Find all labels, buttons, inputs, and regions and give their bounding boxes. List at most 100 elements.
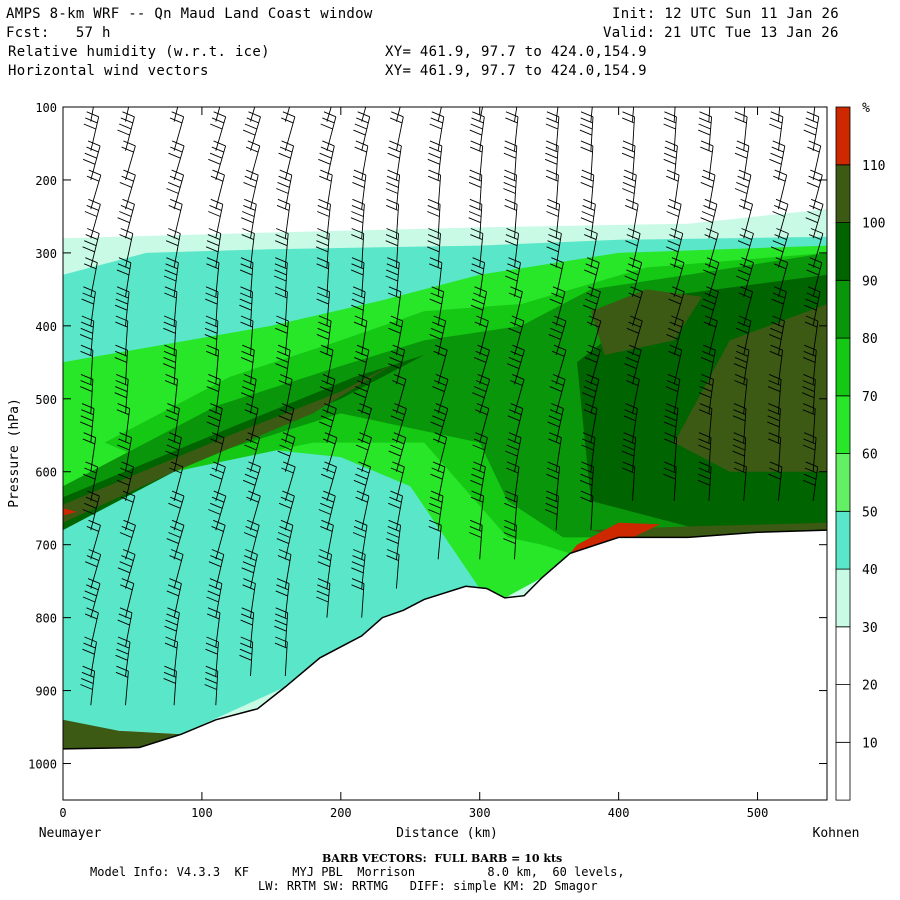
wind-barb	[239, 636, 254, 677]
wind-barb	[277, 432, 296, 472]
wind-barbs	[79, 107, 824, 706]
wind-barb	[508, 286, 523, 326]
y-tick-label: 500	[35, 393, 57, 407]
wind-barb	[353, 461, 372, 502]
wind-barb	[117, 198, 135, 239]
wind-barb	[503, 140, 518, 180]
wind-barb	[392, 373, 407, 414]
wind-barb	[208, 490, 227, 531]
wind-barb	[351, 578, 365, 618]
wind-barb	[117, 607, 133, 647]
wind-barb	[803, 111, 820, 151]
wind-barb	[205, 228, 222, 268]
y-tick-label: 200	[35, 174, 57, 188]
header-forecast-hour: Fcst: 57 h	[6, 25, 111, 41]
wind-barb	[116, 257, 132, 297]
wind-barb	[468, 169, 483, 210]
wind-barb	[350, 198, 365, 239]
wind-barb	[243, 519, 260, 560]
wind-barb	[84, 198, 101, 239]
wind-barb	[169, 111, 185, 151]
wind-barb	[206, 578, 223, 618]
wind-barb	[552, 344, 567, 385]
wind-barb	[82, 490, 100, 531]
wind-barb	[274, 257, 288, 297]
wind-barb	[210, 111, 227, 151]
wind-barb	[510, 373, 525, 414]
wind-barb	[80, 403, 95, 443]
wind-barb	[472, 373, 491, 414]
wind-barb	[388, 490, 403, 531]
wind-barb	[803, 461, 819, 501]
colorbar-segment	[835, 453, 851, 512]
colorbar-segment	[835, 395, 851, 454]
wind-barb	[386, 549, 400, 589]
wind-barb	[211, 519, 226, 560]
y-tick-label: 400	[35, 320, 57, 334]
wind-barb	[388, 432, 407, 472]
wind-barb	[240, 607, 255, 647]
colorbar-tick-label: 20	[862, 679, 878, 694]
wind-barb	[584, 344, 601, 385]
wind-barb	[243, 169, 259, 210]
x-tick-label: 200	[330, 806, 352, 820]
wind-barb	[432, 432, 448, 472]
terrain-ground	[63, 530, 827, 800]
wind-barb	[242, 461, 261, 502]
wind-barb	[668, 344, 683, 385]
wind-barb	[624, 344, 642, 385]
wind-barb	[165, 432, 182, 472]
wind-barb	[82, 140, 101, 181]
wind-barb	[666, 198, 682, 239]
wind-barb	[246, 490, 261, 531]
wind-barb	[505, 432, 522, 472]
wind-barb	[806, 257, 823, 297]
colorbar-tick-label: 10	[862, 736, 878, 751]
wind-barb	[387, 140, 402, 180]
colorbar-segment	[835, 337, 851, 397]
y-tick-label: 100	[35, 101, 57, 115]
wind-barb	[121, 140, 136, 181]
wind-barb	[210, 432, 225, 472]
wind-barb	[119, 169, 136, 210]
wind-barb	[470, 228, 484, 268]
wind-barb	[166, 169, 185, 210]
wind-barb	[317, 549, 332, 589]
wind-barb	[623, 403, 638, 443]
colorbar-segment	[835, 279, 851, 339]
wind-barb	[666, 315, 684, 356]
wind-barb	[319, 403, 337, 443]
wind-barb	[581, 432, 596, 472]
wind-barb	[732, 432, 747, 472]
wind-barb	[83, 461, 99, 501]
wind-barb	[353, 111, 371, 151]
y-tick-label: 600	[35, 466, 57, 480]
colorbar-segment	[835, 164, 851, 224]
x-tick-label: 300	[469, 806, 491, 820]
wind-barb	[82, 578, 101, 618]
wind-barb	[320, 461, 337, 502]
wind-barb	[354, 344, 370, 385]
plot-frame	[62, 106, 828, 801]
wind-barb	[316, 578, 331, 618]
axes: 100 200 300 400 500 600 700 800 900 1000 0 100 200 30…	[28, 101, 827, 820]
wind-barb	[437, 107, 442, 122]
wind-barb	[352, 519, 368, 560]
wind-barb	[79, 315, 95, 356]
wind-barb	[626, 315, 643, 356]
colorbar-tick-label: 90	[862, 274, 878, 289]
wind-barb	[470, 286, 488, 326]
wind-barb	[546, 228, 562, 268]
wind-barb	[163, 344, 177, 385]
wind-barb	[115, 665, 129, 706]
wind-barb	[701, 286, 719, 326]
wind-barb	[82, 228, 100, 268]
wind-barb	[663, 140, 678, 180]
wind-barb	[83, 111, 100, 151]
wind-barb	[504, 490, 518, 531]
wind-barb	[274, 607, 289, 647]
wind-barb	[736, 315, 752, 356]
y-tick-label: 700	[35, 539, 57, 553]
wind-barb	[700, 140, 714, 180]
wind-barb	[433, 344, 448, 385]
